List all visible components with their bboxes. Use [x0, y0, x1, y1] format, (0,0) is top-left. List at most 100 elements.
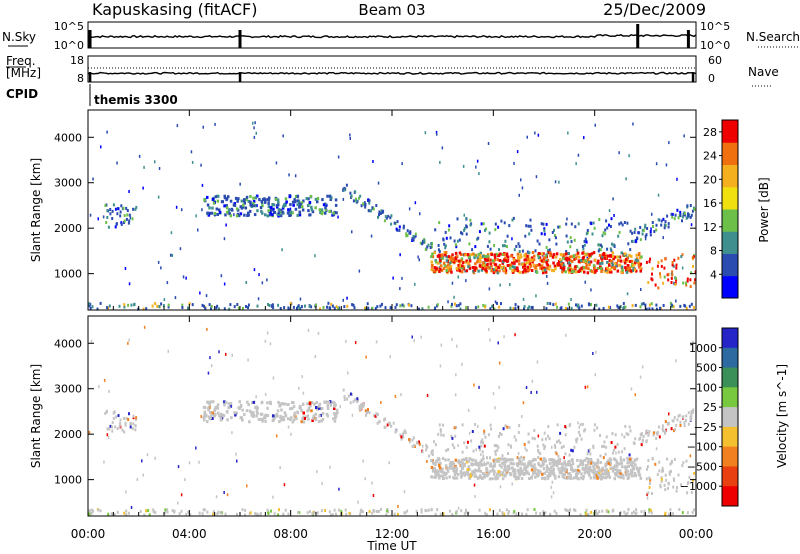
- data-cell: [509, 263, 512, 267]
- data-cell: [501, 454, 504, 458]
- data-cell: [305, 415, 308, 419]
- data-cell: [248, 420, 251, 424]
- data-cell: [537, 463, 541, 467]
- data-cell: [497, 225, 500, 229]
- data-cell: [552, 261, 555, 265]
- data-cell: [494, 444, 497, 448]
- data-cell: [360, 403, 362, 407]
- data-cell: [573, 238, 576, 242]
- data-cell: [287, 425, 290, 429]
- data-cell: [374, 307, 377, 310]
- data-cell: [465, 232, 468, 236]
- data-cell: [592, 264, 596, 268]
- data-cell: [517, 471, 520, 475]
- data-cell: [589, 457, 593, 461]
- data-cell: [609, 461, 612, 465]
- data-cell: [366, 411, 368, 415]
- data-cell: [555, 511, 558, 515]
- data-cell: [605, 461, 609, 465]
- y-tick-label: 1000: [54, 474, 82, 487]
- data-cell: [679, 420, 682, 424]
- data-cell: [355, 197, 357, 201]
- data-cell: [624, 468, 628, 472]
- data-cell: [687, 411, 690, 415]
- data-cell: [527, 461, 530, 465]
- data-cell: [496, 444, 499, 448]
- data-cell: [318, 406, 321, 410]
- velocity-colorbar-frame: [721, 327, 739, 507]
- data-cell: [598, 510, 601, 514]
- data-cell: [143, 325, 146, 329]
- data-cell: [314, 412, 317, 416]
- data-cell: [220, 200, 224, 204]
- data-cell: [356, 398, 359, 402]
- data-cell: [609, 268, 612, 272]
- data-cell: [225, 204, 228, 208]
- data-cell: [689, 285, 692, 288]
- data-cell: [465, 306, 468, 310]
- data-cell: [626, 477, 630, 480]
- data-cell: [689, 215, 692, 219]
- data-cell: [646, 493, 648, 497]
- data-cell: [547, 434, 549, 438]
- data-cell: [583, 136, 585, 140]
- data-cell: [543, 266, 546, 270]
- data-cell: [439, 160, 441, 164]
- nsearch-label: N.Search: [746, 30, 800, 44]
- data-cell: [233, 204, 237, 207]
- data-cell: [692, 255, 695, 259]
- data-cell: [558, 457, 562, 461]
- data-cell: [667, 222, 670, 226]
- data-cell: [402, 431, 405, 435]
- data-cell: [565, 252, 568, 256]
- data-cell: [614, 255, 617, 259]
- data-cell: [330, 302, 333, 306]
- data-cell: [223, 204, 226, 208]
- data-cell: [531, 379, 534, 383]
- data-cell: [249, 511, 252, 515]
- data-cell: [526, 265, 529, 269]
- data-cell: [513, 161, 515, 165]
- data-cell: [513, 509, 516, 513]
- data-cell: [512, 462, 515, 466]
- data-cell: [576, 458, 579, 462]
- data-cell: [564, 508, 567, 512]
- data-cell: [634, 463, 637, 467]
- data-cell: [124, 423, 127, 427]
- data-cell: [480, 255, 484, 259]
- data-cell: [455, 469, 458, 473]
- data-cell: [466, 468, 470, 471]
- data-cell: [590, 288, 592, 292]
- data-cell: [439, 429, 442, 433]
- data-cell: [478, 445, 481, 449]
- data-cell: [485, 469, 489, 473]
- data-cell: [628, 453, 631, 457]
- data-cell: [468, 266, 472, 270]
- data-cell: [479, 469, 483, 473]
- data-cell: [364, 205, 367, 209]
- data-cell: [447, 458, 450, 462]
- data-cell: [293, 200, 297, 204]
- data-cell: [470, 458, 473, 462]
- data-cell: [343, 395, 346, 399]
- data-cell: [293, 411, 296, 415]
- data-cell: [494, 222, 497, 226]
- data-cell: [123, 430, 126, 434]
- data-cell: [493, 444, 496, 448]
- data-cell: [538, 263, 541, 267]
- velocity-colorbar-swatch: [722, 347, 738, 369]
- data-cell: [523, 307, 525, 311]
- data-cell: [403, 511, 406, 515]
- data-cell: [326, 414, 330, 418]
- data-cell: [435, 471, 438, 475]
- data-cell: [588, 303, 591, 307]
- data-cell: [371, 481, 373, 485]
- data-cell: [211, 400, 215, 404]
- data-cell: [596, 458, 600, 462]
- data-cell: [587, 267, 590, 271]
- data-cell: [612, 448, 615, 452]
- data-cell: [200, 415, 202, 418]
- data-cell: [105, 221, 108, 224]
- data-cell: [589, 452, 592, 456]
- data-cell: [503, 460, 506, 464]
